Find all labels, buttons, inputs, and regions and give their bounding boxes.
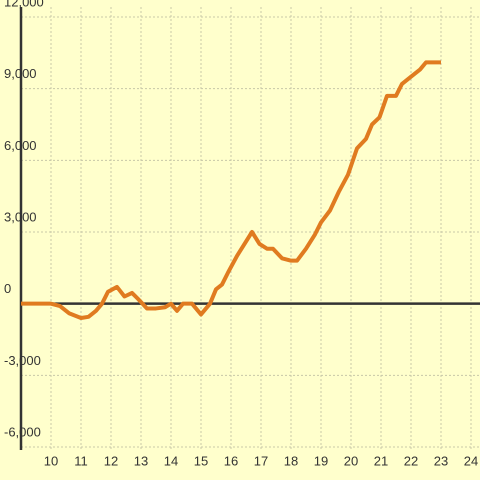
y-tick-label: -6,000 bbox=[4, 424, 41, 439]
x-tick-label: 17 bbox=[254, 453, 268, 468]
x-tick-label: 21 bbox=[374, 453, 388, 468]
x-tick-label: 19 bbox=[314, 453, 328, 468]
x-tick-label: 14 bbox=[164, 453, 178, 468]
x-tick-label: 12 bbox=[104, 453, 118, 468]
x-tick-label: 10 bbox=[44, 453, 58, 468]
y-tick-label: 12,000 bbox=[4, 0, 44, 9]
x-tick-label: 23 bbox=[434, 453, 448, 468]
data-line bbox=[21, 60, 441, 320]
x-tick-label: 18 bbox=[284, 453, 298, 468]
x-tick-label: 11 bbox=[74, 453, 88, 468]
x-tick-label: 15 bbox=[194, 453, 208, 468]
y-tick-label: -3,000 bbox=[4, 353, 41, 368]
x-tick-label: 20 bbox=[344, 453, 358, 468]
x-tick-label: 24 bbox=[464, 453, 478, 468]
y-tick-label: 0 bbox=[4, 281, 11, 296]
x-tick-label: 22 bbox=[404, 453, 418, 468]
x-tick-label: 13 bbox=[134, 453, 148, 468]
x-tick-label: 16 bbox=[224, 453, 238, 468]
